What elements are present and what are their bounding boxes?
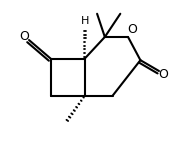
Text: O: O [159,68,169,81]
Text: O: O [19,31,29,43]
Text: O: O [128,23,138,36]
Text: H: H [80,16,89,27]
